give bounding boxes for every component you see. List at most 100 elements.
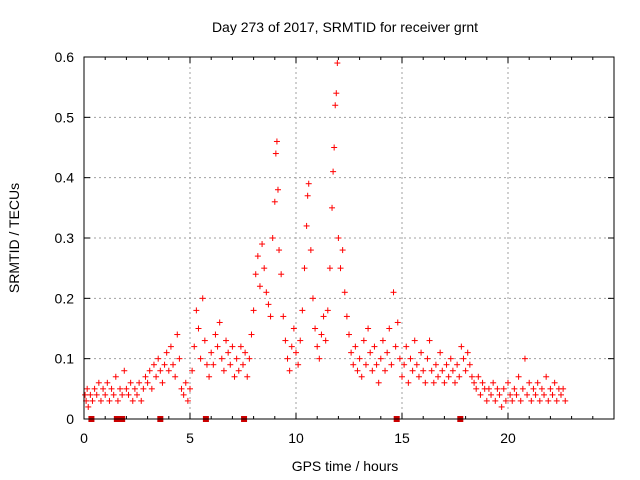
data-point [189, 367, 196, 374]
data-point [447, 355, 454, 362]
data-point [331, 144, 338, 151]
data-point [233, 355, 240, 362]
data-point [273, 138, 280, 145]
data-point [193, 307, 200, 314]
data-point [505, 379, 511, 386]
y-tick-label: 0.5 [55, 109, 75, 125]
data-point [558, 391, 564, 398]
data-point [259, 241, 266, 248]
data-point [543, 373, 550, 380]
data-point [318, 331, 325, 338]
data-point [272, 150, 279, 157]
data-point [256, 283, 263, 290]
data-point [320, 313, 327, 320]
data-point [322, 337, 329, 344]
data-point [299, 307, 306, 314]
data-point [142, 373, 149, 380]
data-point [341, 289, 348, 296]
data-point [240, 361, 246, 368]
data-point [460, 355, 467, 362]
data-point [407, 355, 414, 362]
data-point [269, 235, 276, 241]
data-point [187, 385, 193, 392]
data-point [562, 397, 569, 404]
data-point [549, 391, 556, 398]
data-point [235, 367, 242, 374]
data-point [492, 397, 499, 404]
data-point [547, 385, 554, 392]
data-point [244, 373, 251, 380]
data-point [295, 361, 302, 368]
data-point [112, 373, 119, 380]
data-point [203, 361, 210, 368]
data-point [388, 361, 395, 368]
data-point [136, 379, 143, 386]
data-point [282, 337, 289, 344]
data-point [445, 373, 452, 380]
data-point [84, 385, 91, 392]
data-point [415, 373, 422, 380]
x-tick-label: 10 [288, 430, 304, 446]
data-point [248, 331, 255, 338]
data-point [276, 247, 283, 254]
data-point [307, 247, 314, 254]
data-point [545, 397, 552, 404]
data-point [159, 379, 166, 386]
data-point [330, 168, 337, 175]
data-point [314, 343, 321, 350]
data-point [165, 367, 172, 374]
data-point [131, 385, 138, 392]
data-point [180, 391, 187, 398]
data-point [121, 367, 128, 374]
data-point [354, 367, 361, 374]
data-point [452, 379, 458, 386]
data-point [110, 391, 117, 398]
data-point [468, 373, 475, 380]
data-points [82, 60, 569, 410]
data-point [191, 343, 198, 350]
data-point [206, 373, 213, 380]
data-point [199, 295, 206, 302]
data-point [218, 355, 225, 362]
data-point [91, 385, 98, 392]
data-point [528, 397, 535, 404]
data-point [301, 265, 308, 272]
data-point [496, 391, 503, 398]
data-point [97, 397, 104, 404]
data-point [117, 385, 124, 392]
data-point [82, 391, 89, 398]
data-point [403, 343, 410, 350]
data-point [473, 385, 480, 392]
data-point [316, 355, 323, 362]
data-point [394, 319, 401, 326]
data-point [369, 367, 376, 374]
data-point [227, 361, 234, 368]
data-point [104, 379, 111, 386]
data-point [326, 265, 333, 272]
data-point [343, 313, 350, 320]
data-point [560, 385, 567, 392]
data-point [538, 385, 545, 392]
x-tick-label: 20 [500, 430, 516, 446]
data-point [278, 271, 285, 278]
data-point [220, 367, 227, 374]
y-axis-ticks: 0 0.1 0.2 0.3 0.4 0.5 0.6 [55, 49, 614, 427]
data-point [138, 397, 145, 404]
data-point [176, 355, 183, 362]
data-point [231, 373, 238, 380]
data-point [157, 367, 164, 374]
x-tick-label: 0 [80, 430, 88, 446]
data-point [153, 373, 160, 380]
data-point [519, 385, 526, 392]
data-point [536, 397, 543, 404]
data-point [293, 349, 299, 356]
data-point [144, 379, 151, 386]
data-point [396, 355, 403, 362]
data-point [329, 204, 336, 211]
data-point [146, 367, 153, 374]
data-point [437, 349, 444, 356]
x-tick-label: 5 [186, 430, 194, 446]
data-point [443, 361, 450, 368]
data-point [346, 331, 352, 338]
data-point [246, 355, 253, 362]
